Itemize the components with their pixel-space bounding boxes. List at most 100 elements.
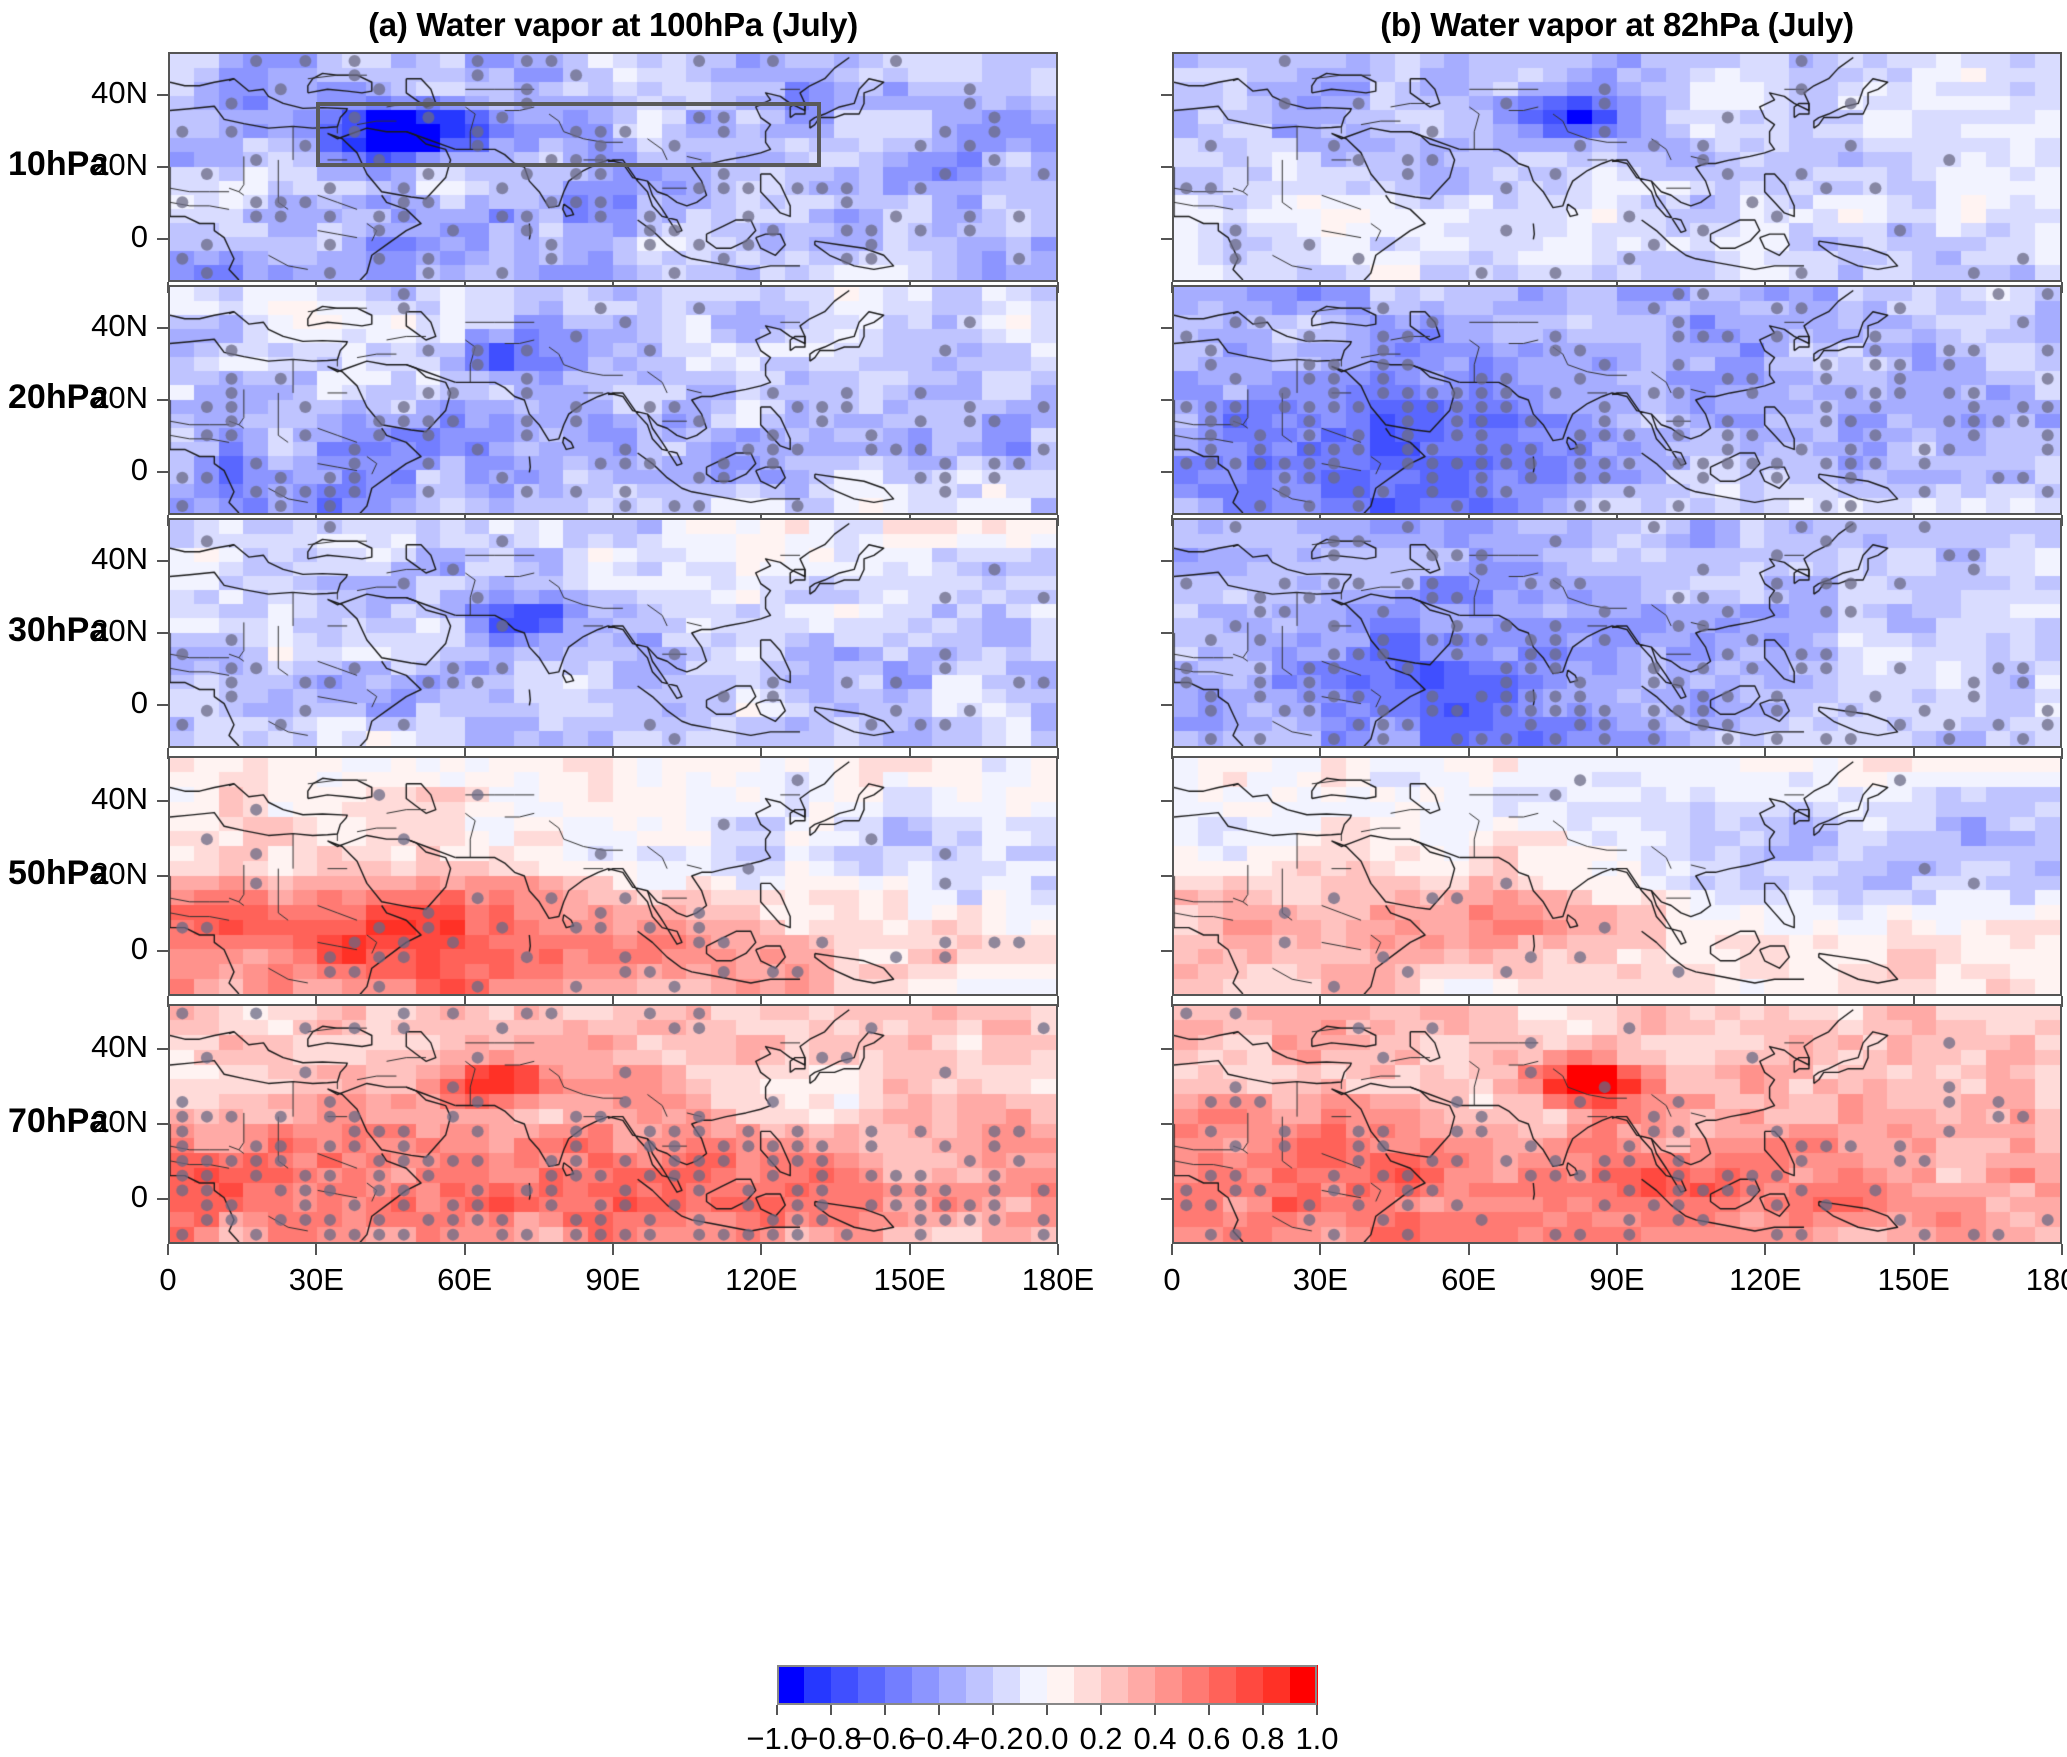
map-a-20hpa[interactable] xyxy=(168,285,1058,515)
y-axis-label: 40N xyxy=(91,308,148,344)
y-tick xyxy=(1161,327,1172,330)
colorbar-tick xyxy=(1100,1705,1102,1715)
row-label-10hpa: 10hPa xyxy=(8,145,109,183)
y-axis-label: 0 xyxy=(130,684,148,720)
x-tick xyxy=(1319,996,1322,1007)
x-tick xyxy=(315,748,318,759)
x-tick xyxy=(760,996,763,1007)
x-tick xyxy=(760,1244,763,1255)
x-tick xyxy=(1764,748,1767,759)
x-tick xyxy=(167,748,169,759)
map-a-50hpa[interactable] xyxy=(168,756,1058,996)
y-axis-label: 0 xyxy=(130,931,148,966)
row-label-30hpa: 30hPa xyxy=(8,611,109,649)
x-tick xyxy=(1057,282,1059,293)
x-tick xyxy=(1467,748,1470,759)
colorbar-tick xyxy=(1046,1705,1048,1715)
x-axis-label: 60E xyxy=(1441,1262,1497,1297)
heatmap-canvas xyxy=(1174,520,2060,746)
map-b-10hpa[interactable] xyxy=(1172,52,2062,282)
y-tick xyxy=(157,560,168,563)
y-tick xyxy=(157,950,168,952)
y-tick xyxy=(157,1123,168,1125)
y-axis-label: 20N xyxy=(91,147,148,182)
y-axis-label: 0 xyxy=(130,1179,148,1214)
map-b-30hpa[interactable] xyxy=(1172,518,2062,748)
x-axis-label: 120E xyxy=(1729,1262,1802,1297)
x-tick xyxy=(463,996,466,1007)
x-tick xyxy=(612,1244,614,1255)
panel-title-a: (a) Water vapor at 100hPa (July) xyxy=(368,6,858,43)
heatmap-canvas xyxy=(170,520,1056,746)
y-tick xyxy=(1161,950,1172,952)
x-axis-label: 90E xyxy=(585,1262,641,1297)
colorbar-swatch xyxy=(831,1665,859,1705)
colorbar-swatch xyxy=(966,1665,994,1705)
x-tick xyxy=(1319,748,1322,759)
heatmap-canvas xyxy=(1174,758,2060,994)
colorbar-tick xyxy=(884,1705,886,1715)
x-axis-label: 0 xyxy=(159,1262,177,1297)
y-tick xyxy=(1161,94,1172,97)
x-tick xyxy=(2061,282,2063,293)
colorbar-swatch xyxy=(1101,1665,1129,1705)
y-axis-label: 20N xyxy=(91,856,148,891)
y-axis-label: 40N xyxy=(91,1029,148,1064)
map-a-70hpa[interactable] xyxy=(168,1004,1058,1244)
x-tick xyxy=(1057,996,1059,1007)
row-label-50hpa: 50hPa xyxy=(8,854,109,892)
colorbar-swatch xyxy=(1263,1665,1291,1705)
map-b-50hpa[interactable] xyxy=(1172,756,2062,996)
x-tick xyxy=(2061,748,2063,759)
colorbar-tick xyxy=(1154,1705,1156,1715)
colorbar-tick xyxy=(830,1705,832,1715)
map-b-20hpa[interactable] xyxy=(1172,285,2062,515)
y-tick xyxy=(1161,399,1172,401)
x-tick xyxy=(908,996,911,1007)
heatmap-canvas xyxy=(170,758,1056,994)
y-tick xyxy=(157,703,168,706)
x-tick xyxy=(1057,1244,1059,1255)
heatmap-canvas xyxy=(1174,1006,2060,1242)
x-axis-label: 30E xyxy=(1292,1262,1348,1297)
x-tick xyxy=(1616,748,1618,759)
colorbar[interactable] xyxy=(777,1665,1318,1705)
heatmap-canvas xyxy=(1174,287,2060,513)
colorbar-tick xyxy=(1262,1705,1264,1715)
x-tick xyxy=(908,1244,911,1255)
x-tick xyxy=(1912,1244,1915,1255)
colorbar-swatch xyxy=(1047,1665,1075,1705)
colorbar-swatch xyxy=(1128,1665,1156,1705)
y-tick xyxy=(157,399,168,401)
y-tick xyxy=(1161,1123,1172,1125)
y-axis-label: 20N xyxy=(91,1104,148,1139)
colorbar-swatch xyxy=(858,1665,886,1705)
y-axis-label: 40N xyxy=(91,541,148,577)
y-tick xyxy=(1161,1048,1172,1050)
map-b-70hpa[interactable] xyxy=(1172,1004,2062,1244)
x-tick xyxy=(908,748,911,759)
colorbar-tick-label: 1.0 xyxy=(1295,1721,1339,1756)
x-axis-label: 60E xyxy=(437,1262,493,1297)
x-axis-label: 120E xyxy=(725,1262,798,1297)
y-axis-label: 0 xyxy=(130,451,148,487)
x-tick xyxy=(1616,1244,1618,1255)
map-a-30hpa[interactable] xyxy=(168,518,1058,748)
x-tick xyxy=(167,996,169,1007)
row-label-70hpa: 70hPa xyxy=(8,1102,109,1140)
x-tick xyxy=(760,748,763,759)
y-tick xyxy=(1161,800,1172,802)
y-tick xyxy=(157,327,168,330)
panel-title-b: (b) Water vapor at 82hPa (July) xyxy=(1380,6,1854,43)
colorbar-tick xyxy=(1208,1705,1210,1715)
y-tick xyxy=(157,470,168,473)
colorbar-swatch xyxy=(939,1665,967,1705)
x-tick xyxy=(2061,996,2063,1007)
x-tick xyxy=(1616,996,1618,1007)
map-a-10hpa[interactable] xyxy=(168,52,1058,282)
heatmap-canvas xyxy=(170,287,1056,513)
x-tick xyxy=(1467,1244,1470,1255)
x-tick xyxy=(2061,515,2063,526)
x-axis-label: 150E xyxy=(873,1262,946,1297)
